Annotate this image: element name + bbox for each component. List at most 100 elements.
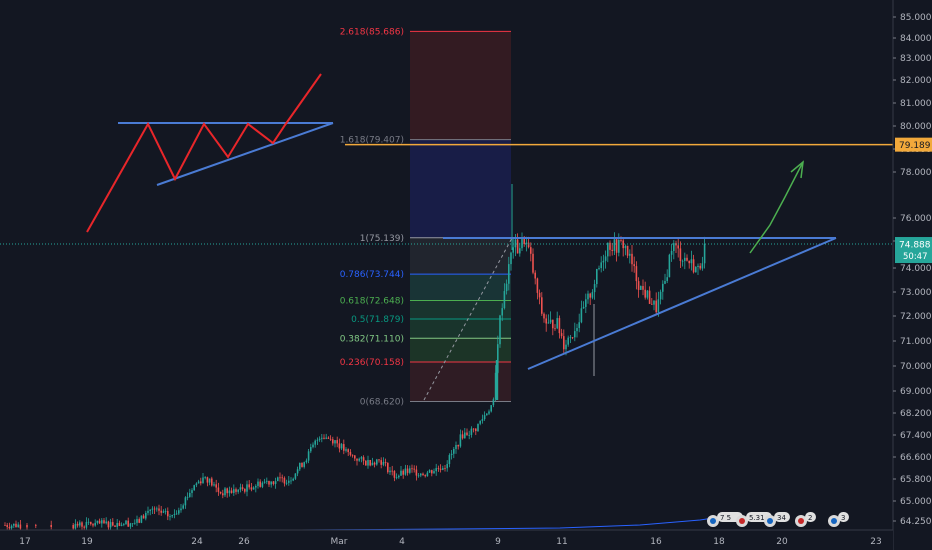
drawing-tools[interactable]: [86, 73, 837, 401]
candle-body: [516, 239, 519, 254]
candle: [450, 450, 453, 460]
candle: [422, 472, 424, 476]
time-tick-label: Mar: [331, 537, 348, 547]
candle-body: [134, 522, 136, 524]
candle: [593, 279, 596, 300]
candle: [272, 480, 275, 486]
candle-body: [620, 239, 622, 241]
candle: [433, 468, 435, 474]
candle: [296, 466, 299, 477]
candle: [182, 503, 184, 510]
candle-body: [149, 509, 151, 511]
candle: [316, 437, 319, 445]
candle: [686, 254, 688, 262]
candle: [129, 522, 132, 529]
candle: [477, 423, 479, 433]
candle: [277, 476, 279, 482]
candle-body: [340, 444, 343, 449]
triangle-support-line[interactable]: [527, 237, 837, 370]
candle-body: [186, 496, 189, 498]
candle: [626, 245, 629, 259]
candle: [290, 477, 292, 485]
candle: [549, 311, 552, 325]
candle: [292, 477, 294, 482]
candle-body: [545, 318, 547, 324]
price-tick-label: 65.800: [900, 475, 932, 485]
candle: [578, 313, 580, 333]
event-count: 7 5: [720, 514, 731, 522]
candle-body: [263, 481, 266, 483]
diagonal-fib-trendline[interactable]: [423, 237, 513, 401]
candle-body: [325, 437, 327, 439]
candle: [79, 520, 81, 528]
candle-body: [50, 525, 52, 528]
candle: [318, 436, 321, 442]
example-support-line[interactable]: [156, 122, 334, 186]
candle-body: [591, 292, 594, 298]
candle: [662, 280, 664, 300]
example-price-path[interactable]: [86, 73, 322, 233]
candle: [541, 292, 543, 316]
candle-body: [310, 447, 312, 452]
candle-body: [142, 515, 145, 519]
candle-body: [332, 439, 334, 444]
candle: [105, 517, 107, 525]
candle: [338, 438, 341, 453]
event-markers[interactable]: 7 5 5.31 34 2 3: [707, 512, 849, 527]
candle: [666, 269, 668, 284]
candle-body: [226, 488, 228, 494]
candle-body: [182, 505, 184, 509]
event-flag-dot: [798, 518, 804, 524]
event-flag[interactable]: 34: [764, 512, 790, 527]
event-count: 2: [808, 514, 812, 522]
resistance-price-tag[interactable]: 79.189: [895, 137, 932, 152]
breakout-arrow[interactable]: [749, 161, 804, 254]
candle: [642, 279, 644, 296]
candle-body: [699, 265, 701, 269]
candle-body: [136, 519, 138, 523]
candle-body: [380, 460, 382, 465]
candle-body: [105, 521, 107, 524]
candle-body: [532, 253, 534, 273]
candle: [699, 263, 701, 271]
candle-body: [624, 245, 627, 249]
candle-body: [175, 513, 178, 515]
candle-body: [455, 445, 457, 449]
candle-body: [125, 520, 127, 525]
fibonacci-retracement[interactable]: 2.618(85.686) 1.618(79.407) 1(75.139) 0.786…: [340, 27, 893, 407]
candle-body: [426, 472, 429, 477]
candle: [367, 455, 369, 469]
candle: [142, 514, 145, 519]
candle: [670, 243, 673, 262]
candle-body: [145, 512, 147, 519]
candle-body: [444, 468, 446, 469]
candle-body: [431, 470, 433, 474]
candle-body: [222, 493, 224, 496]
candle: [314, 439, 316, 448]
candle-body: [277, 477, 279, 482]
candle-body: [629, 253, 631, 256]
event-count: 3: [841, 514, 845, 522]
fib-label-0.618: 0.618(72.648): [340, 296, 404, 306]
event-flag[interactable]: 5.31: [736, 512, 772, 527]
candle: [202, 473, 204, 484]
candle-body: [576, 328, 578, 332]
price-axis[interactable]: 85.00084.00083.00082.00081.00080.00079.0…: [892, 0, 932, 550]
candle: [653, 300, 655, 311]
candle: [259, 479, 261, 488]
candle: [580, 300, 583, 324]
candle: [125, 519, 127, 525]
fib-zone-2.618: [410, 31, 511, 140]
candle-body: [248, 484, 250, 488]
candle: [164, 508, 167, 515]
event-flag[interactable]: 2: [795, 512, 816, 527]
candle-body: [488, 411, 490, 414]
event-flag[interactable]: 3: [828, 512, 849, 527]
candle-body: [250, 487, 253, 490]
candle-body: [398, 475, 400, 478]
time-axis[interactable]: 17 19 24 26 Mar 4 9 11 16 18 20 23: [0, 529, 893, 550]
price-tick-label: 82.000: [900, 76, 932, 86]
